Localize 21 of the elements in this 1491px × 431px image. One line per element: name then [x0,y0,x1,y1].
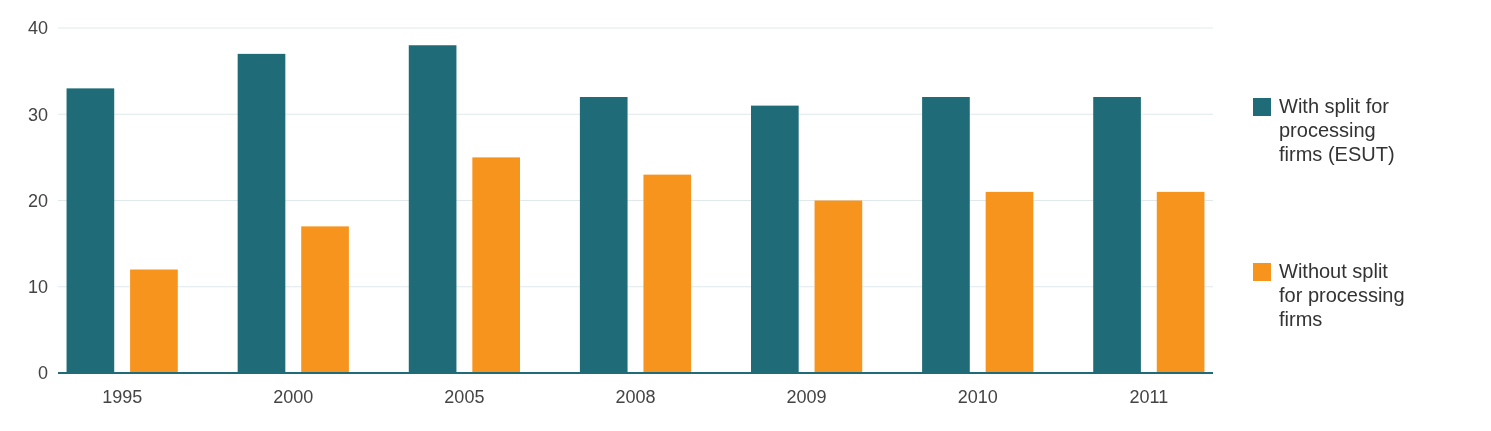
x-tick-label: 2010 [957,387,998,407]
y-tick-label: 30 [27,104,48,125]
bar [814,200,863,373]
bar [985,191,1034,373]
y-tick-label: 0 [37,363,48,384]
bar [130,269,178,373]
y-tick-label: 20 [27,190,48,211]
legend-label: With split for processing firms (ESUT) [1279,95,1395,165]
bar [1156,191,1205,373]
y-tick-label: 10 [27,277,48,298]
x-tick-label: 2011 [1129,387,1169,407]
bar [643,174,692,373]
y-tick-label: 40 [27,18,48,39]
x-tick-label: 2008 [615,387,656,407]
bar [472,157,520,373]
legend-label: Without split for processing firms [1279,260,1405,330]
x-tick-label: 2000 [273,387,314,407]
bar [301,226,349,373]
x-tick-label: 2005 [444,387,485,407]
x-tick-label: 2009 [786,387,827,407]
x-tick-label: 1995 [102,387,143,407]
